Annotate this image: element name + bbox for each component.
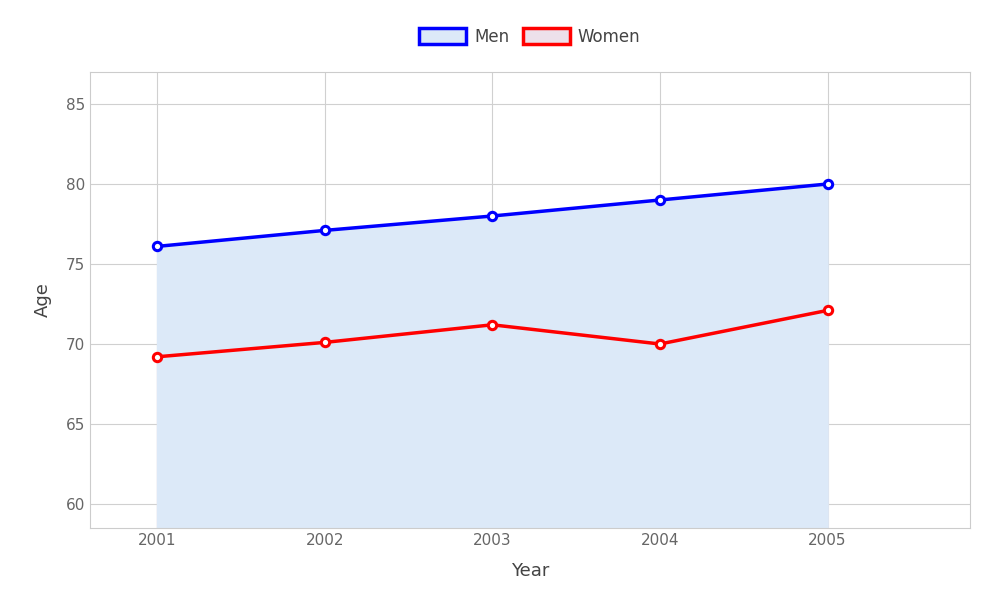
Y-axis label: Age: Age (34, 283, 52, 317)
X-axis label: Year: Year (511, 562, 549, 580)
Legend: Men, Women: Men, Women (413, 21, 647, 52)
